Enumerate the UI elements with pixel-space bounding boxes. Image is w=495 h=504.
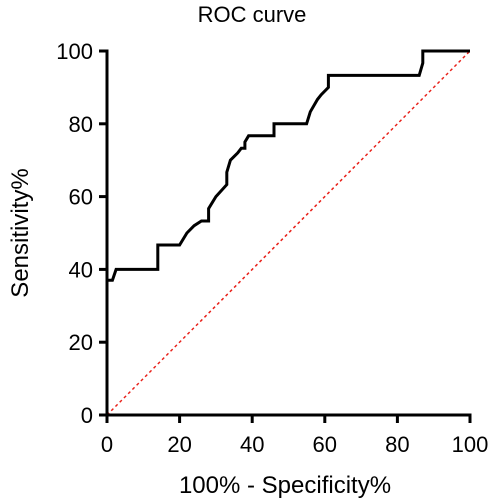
y-tick-label: 20 (69, 330, 93, 355)
y-tick-label: 100 (56, 39, 93, 64)
y-axis-label: Sensitivity% (7, 168, 34, 297)
y-axis-ticks: 0 20 40 60 80 100 (56, 39, 107, 428)
chart-title: ROC curve (198, 2, 307, 27)
x-tick-label: 20 (167, 432, 191, 457)
reference-diagonal-line (106, 50, 471, 416)
y-tick-label: 40 (69, 257, 93, 282)
x-tick-label: 100 (452, 432, 489, 457)
plot-area (105, 49, 471, 416)
roc-curve-line (105, 49, 470, 415)
y-tick-label: 60 (69, 185, 93, 210)
x-tick-label: 80 (385, 432, 409, 457)
x-axis-ticks: 0 20 40 60 80 100 (101, 415, 488, 457)
x-tick-label: 40 (240, 432, 264, 457)
y-tick-label: 80 (69, 112, 93, 137)
y-tick-label: 0 (81, 403, 93, 428)
x-axis-label: 100% - Specificity% (179, 472, 391, 499)
x-tick-label: 60 (313, 432, 337, 457)
x-tick-label: 0 (101, 432, 113, 457)
